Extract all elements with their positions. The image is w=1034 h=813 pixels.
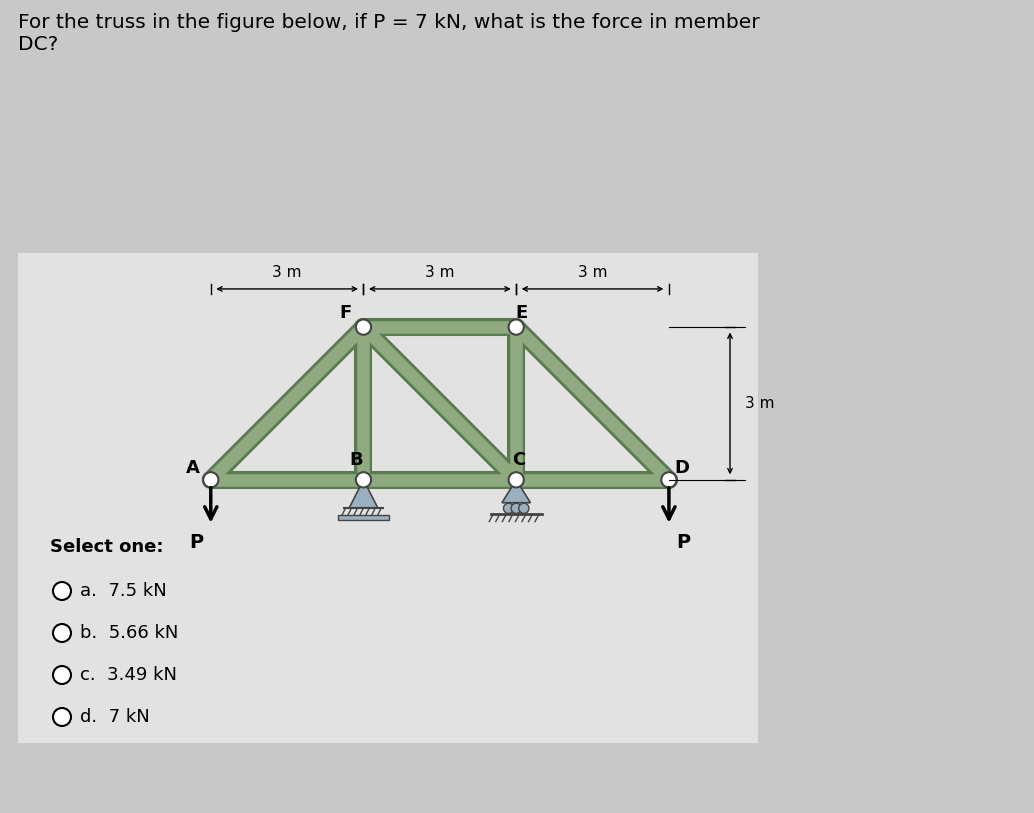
Text: 3 m: 3 m	[425, 265, 455, 280]
Circle shape	[519, 503, 529, 514]
Circle shape	[509, 320, 524, 335]
Circle shape	[53, 708, 71, 726]
Text: B: B	[349, 450, 363, 468]
Text: F: F	[339, 304, 352, 322]
Circle shape	[509, 472, 524, 488]
Circle shape	[356, 472, 371, 488]
Text: 3 m: 3 m	[272, 265, 302, 280]
Bar	[338, 515, 389, 520]
Circle shape	[203, 472, 218, 488]
Polygon shape	[349, 480, 377, 508]
Circle shape	[511, 503, 521, 514]
Text: P: P	[189, 533, 204, 552]
Polygon shape	[501, 480, 530, 502]
Text: d.  7 kN: d. 7 kN	[80, 708, 150, 726]
Text: E: E	[515, 304, 527, 322]
Text: 3 m: 3 m	[578, 265, 607, 280]
Text: P: P	[676, 533, 691, 552]
Circle shape	[53, 666, 71, 684]
Bar	[18, 253, 758, 743]
Text: C: C	[512, 450, 525, 468]
Text: b.  5.66 kN: b. 5.66 kN	[80, 624, 179, 642]
Text: A: A	[186, 459, 200, 477]
Circle shape	[662, 472, 676, 488]
Circle shape	[504, 503, 514, 514]
Text: 3 m: 3 m	[746, 396, 774, 411]
Circle shape	[53, 624, 71, 642]
Text: DC?: DC?	[18, 35, 58, 54]
Text: a.  7.5 kN: a. 7.5 kN	[80, 582, 166, 600]
Text: c.  3.49 kN: c. 3.49 kN	[80, 666, 177, 684]
Text: D: D	[674, 459, 689, 477]
Circle shape	[356, 320, 371, 335]
Text: Select one:: Select one:	[50, 538, 163, 556]
Text: For the truss in the figure below, if P = 7 kN, what is the force in member: For the truss in the figure below, if P …	[18, 13, 760, 32]
Circle shape	[53, 582, 71, 600]
